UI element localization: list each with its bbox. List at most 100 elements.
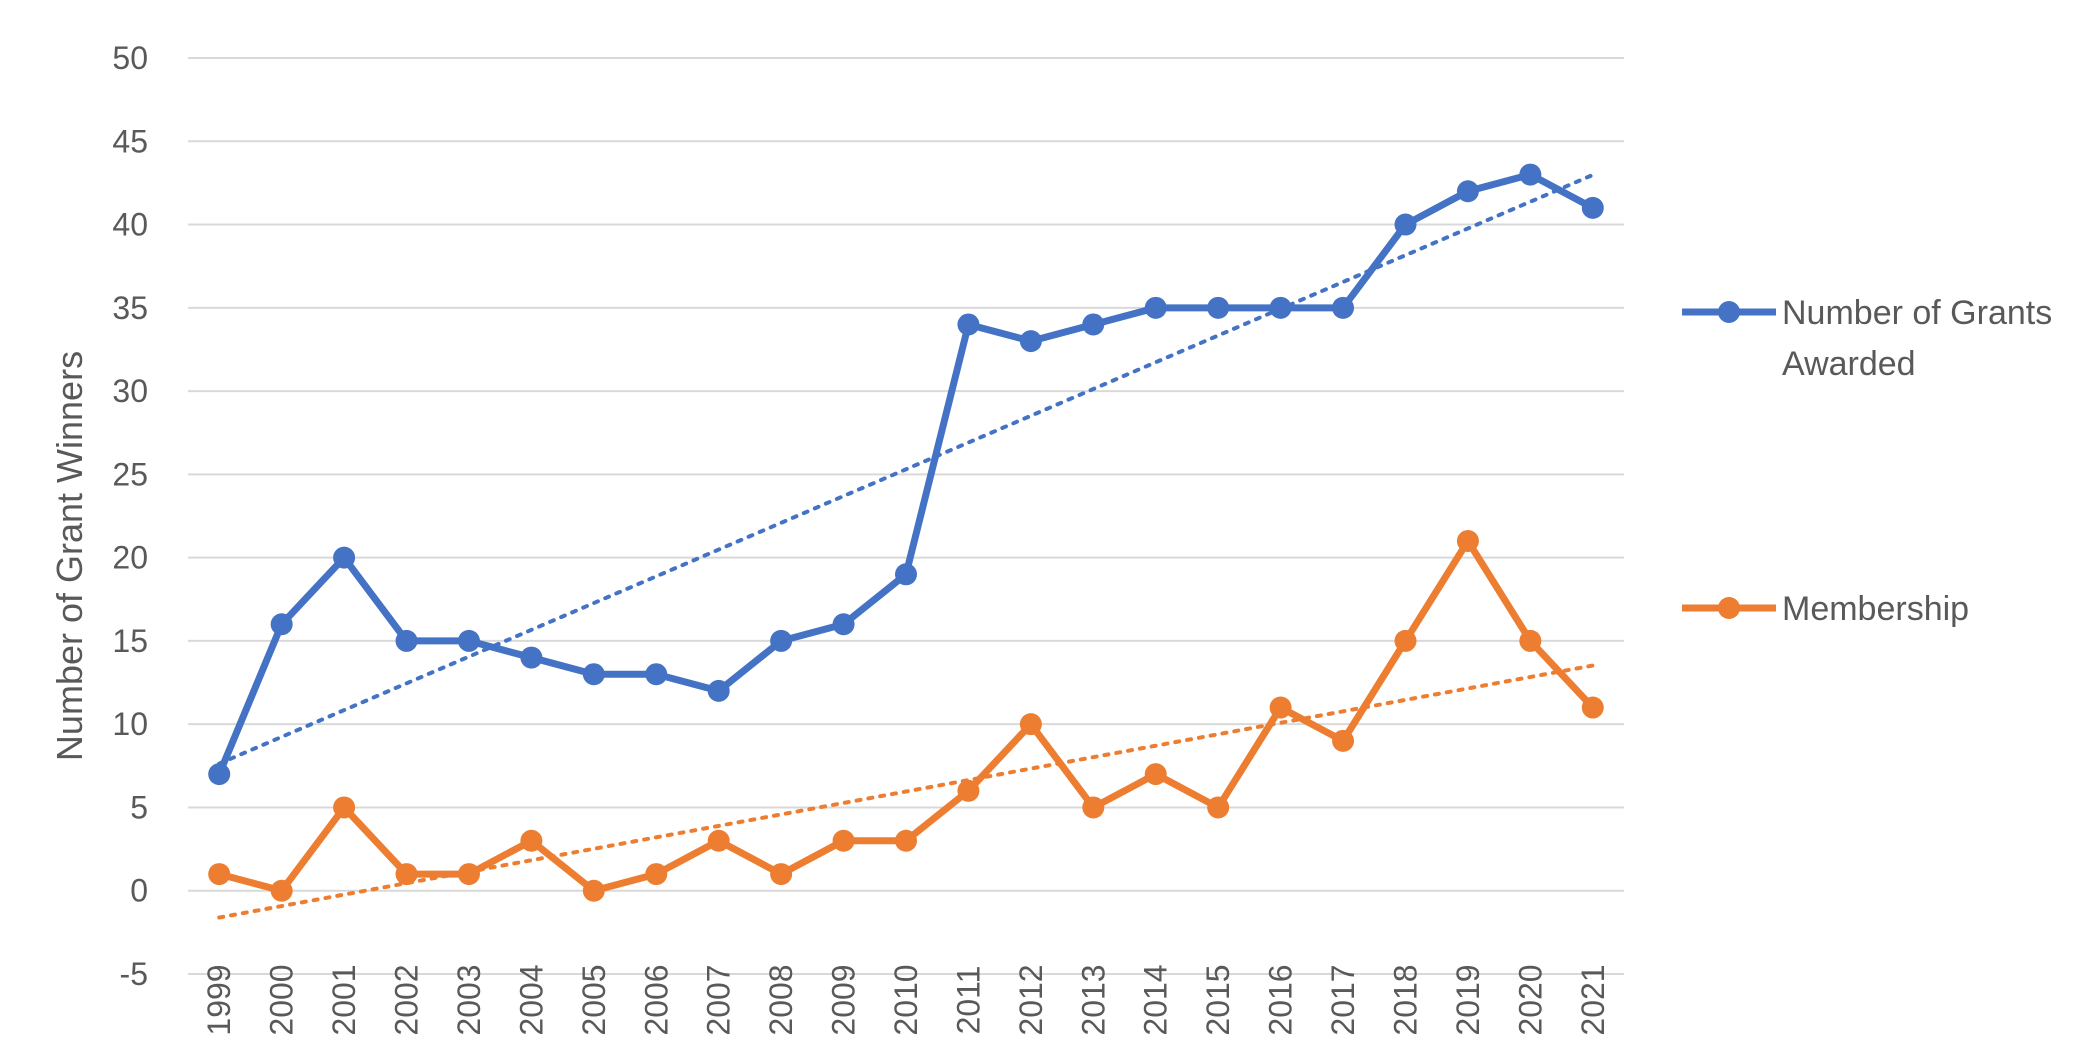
x-tick-label: 2008 bbox=[763, 964, 799, 1035]
data-point bbox=[1144, 763, 1167, 786]
x-tick-label: 2014 bbox=[1138, 964, 1174, 1035]
data-point bbox=[1269, 296, 1292, 319]
data-point bbox=[957, 779, 980, 802]
y-tick-label: 20 bbox=[112, 540, 148, 576]
y-tick-label: 35 bbox=[112, 290, 148, 326]
trendline bbox=[217, 663, 1595, 920]
x-tick-label: 2002 bbox=[389, 964, 425, 1035]
x-tick-label: 2006 bbox=[638, 964, 674, 1035]
data-point bbox=[395, 863, 418, 886]
data-point bbox=[1581, 696, 1604, 719]
y-tick-label: -5 bbox=[120, 956, 148, 992]
x-axis-tick-labels: 1999 2000 2001 2002 2003 2004 2005 2006 2007 2008… bbox=[201, 964, 1611, 1035]
x-tick-label: 2005 bbox=[576, 964, 612, 1035]
data-point bbox=[1332, 729, 1355, 752]
data-point bbox=[333, 546, 356, 569]
y-tick-label: 0 bbox=[130, 873, 148, 909]
y-tick-label: 30 bbox=[112, 373, 148, 409]
series-1 bbox=[208, 529, 1604, 902]
series-0 bbox=[208, 163, 1604, 786]
legend-item-0: Number of Grants Awarded bbox=[1682, 294, 2052, 383]
data-point bbox=[1019, 330, 1042, 353]
x-tick-label: 1999 bbox=[201, 964, 237, 1035]
data-point bbox=[208, 863, 231, 886]
y-tick-label: 45 bbox=[112, 123, 148, 159]
data-point bbox=[770, 863, 793, 886]
x-tick-label: 2020 bbox=[1512, 964, 1548, 1035]
x-tick-label: 2015 bbox=[1200, 964, 1236, 1035]
data-point bbox=[770, 629, 793, 652]
x-tick-label: 2016 bbox=[1263, 964, 1299, 1035]
legend-label: Awarded bbox=[1782, 345, 1916, 383]
data-point bbox=[1082, 313, 1105, 336]
data-point bbox=[645, 663, 668, 686]
y-tick-label: 5 bbox=[130, 789, 148, 825]
data-point bbox=[832, 613, 855, 636]
data-point bbox=[1394, 629, 1417, 652]
data-point bbox=[1456, 529, 1479, 552]
legend: Number of Grants Awarded Membership bbox=[1682, 294, 2052, 628]
trendlines bbox=[217, 172, 1595, 920]
data-point bbox=[1581, 196, 1604, 219]
x-tick-label: 2018 bbox=[1387, 964, 1423, 1035]
x-tick-label: 2000 bbox=[264, 964, 300, 1035]
data-point bbox=[1394, 213, 1417, 236]
data-point bbox=[1144, 296, 1167, 319]
data-point bbox=[582, 663, 605, 686]
data-point bbox=[208, 763, 231, 786]
x-tick-label: 2019 bbox=[1450, 964, 1486, 1035]
data-point bbox=[1207, 796, 1230, 819]
legend-marker bbox=[1718, 301, 1740, 323]
x-tick-label: 2007 bbox=[701, 964, 737, 1035]
data-point bbox=[457, 629, 480, 652]
x-tick-label: 2017 bbox=[1325, 964, 1361, 1035]
data-point bbox=[1207, 296, 1230, 319]
x-tick-label: 2012 bbox=[1013, 964, 1049, 1035]
x-tick-label: 2011 bbox=[950, 966, 986, 1035]
data-point bbox=[895, 829, 917, 852]
legend-label: Number of Grants bbox=[1782, 294, 2052, 332]
data-point bbox=[520, 646, 543, 669]
data-point bbox=[645, 863, 668, 886]
data-point bbox=[1082, 796, 1105, 819]
legend-item-1: Membership bbox=[1682, 590, 1969, 628]
x-tick-label: 2013 bbox=[1075, 964, 1111, 1035]
data-point bbox=[270, 613, 293, 636]
y-axis-tick-labels: -5 0 5 10 15 20 25 30 35 40 45 50 bbox=[112, 40, 148, 992]
data-point bbox=[457, 863, 480, 886]
y-tick-label: 15 bbox=[112, 623, 148, 659]
data-point bbox=[1519, 629, 1542, 652]
data-point bbox=[957, 313, 980, 336]
data-point bbox=[895, 563, 917, 586]
x-tick-label: 2004 bbox=[513, 964, 549, 1035]
data-point bbox=[832, 829, 855, 852]
gridlines bbox=[188, 57, 1624, 975]
data-point bbox=[707, 679, 730, 702]
trendline bbox=[217, 172, 1595, 766]
data-point bbox=[1269, 696, 1292, 719]
legend-label: Membership bbox=[1782, 590, 1969, 628]
series-group bbox=[208, 163, 1604, 902]
x-tick-label: 2010 bbox=[888, 964, 924, 1035]
y-tick-label: 50 bbox=[112, 40, 148, 76]
x-tick-label: 2003 bbox=[451, 964, 487, 1035]
data-point bbox=[520, 829, 543, 852]
data-point bbox=[270, 879, 293, 902]
data-point bbox=[1019, 713, 1042, 736]
data-point bbox=[707, 829, 730, 852]
data-point bbox=[395, 629, 418, 652]
y-tick-label: 10 bbox=[112, 706, 148, 742]
data-point bbox=[1519, 163, 1542, 186]
y-tick-label: 40 bbox=[112, 207, 148, 243]
x-tick-label: 2021 bbox=[1575, 964, 1611, 1035]
data-point bbox=[333, 796, 356, 819]
data-point bbox=[1456, 180, 1479, 203]
y-axis-title: Number of Grant Winners bbox=[49, 351, 90, 761]
data-point bbox=[1332, 296, 1355, 319]
x-tick-label: 2001 bbox=[326, 964, 362, 1035]
y-tick-label: 25 bbox=[112, 456, 148, 492]
x-tick-label: 2009 bbox=[826, 964, 862, 1035]
data-point bbox=[582, 879, 605, 902]
legend-marker bbox=[1718, 597, 1740, 619]
